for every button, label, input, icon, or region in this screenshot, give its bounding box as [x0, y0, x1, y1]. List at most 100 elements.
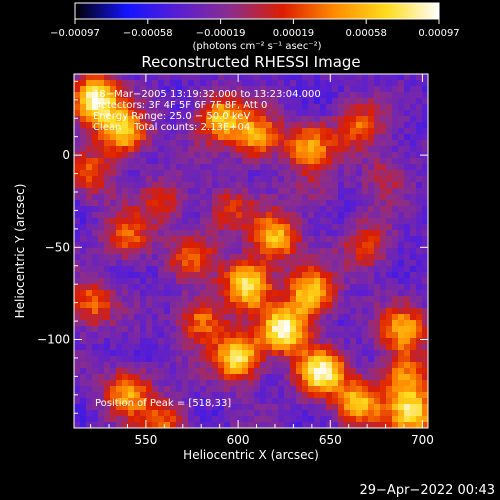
heatmap-cell	[410, 356, 417, 363]
heatmap-cell	[356, 194, 363, 201]
heatmap-cell	[194, 422, 201, 428]
heatmap-cell	[176, 242, 183, 249]
heatmap-cell	[338, 236, 345, 243]
heatmap-cell	[290, 410, 297, 417]
heatmap-cell	[92, 158, 99, 165]
heatmap-cell	[158, 386, 165, 393]
heatmap-cell	[242, 416, 249, 423]
heatmap-cell	[308, 140, 315, 147]
heatmap-cell	[386, 302, 393, 309]
heatmap-cell	[152, 248, 159, 255]
heatmap-cell	[200, 290, 207, 297]
heatmap-cell	[332, 296, 339, 303]
heatmap-cell	[164, 140, 171, 147]
heatmap-cell	[182, 332, 189, 339]
heatmap-cell	[284, 350, 291, 357]
heatmap-cell	[398, 158, 405, 165]
heatmap-cell	[416, 344, 423, 351]
heatmap-cell	[176, 392, 183, 399]
heatmap-cell	[296, 188, 303, 195]
heatmap-cell	[176, 236, 183, 243]
heatmap-cell	[74, 398, 81, 405]
heatmap-cell	[296, 410, 303, 417]
heatmap-cell	[338, 356, 345, 363]
heatmap-cell	[116, 314, 123, 321]
heatmap-cell	[422, 308, 428, 315]
heatmap-cell	[146, 302, 153, 309]
heatmap-cell	[104, 416, 111, 423]
heatmap-cell	[98, 380, 105, 387]
heatmap-cell	[362, 338, 369, 345]
heatmap-cell	[230, 122, 237, 129]
heatmap-cell	[296, 344, 303, 351]
heatmap-cell	[404, 308, 411, 315]
heatmap-cell	[218, 416, 225, 423]
heatmap-cell	[128, 164, 135, 171]
heatmap-cell	[158, 410, 165, 417]
heatmap-cell	[194, 98, 201, 105]
heatmap-cell	[260, 422, 267, 428]
heatmap-cell	[332, 116, 339, 123]
heatmap-cell	[266, 332, 273, 339]
heatmap-cell	[350, 92, 357, 99]
heatmap-cell	[308, 326, 315, 333]
heatmap-cell	[254, 338, 261, 345]
heatmap-cell	[170, 170, 177, 177]
heatmap-cell	[410, 74, 417, 81]
heatmap-cell	[326, 272, 333, 279]
heatmap-cell	[266, 140, 273, 147]
heatmap-cell	[92, 110, 99, 117]
heatmap-cell	[200, 272, 207, 279]
heatmap-cell	[104, 236, 111, 243]
heatmap-cell	[272, 92, 279, 99]
heatmap-cell	[254, 386, 261, 393]
heatmap-cell	[128, 350, 135, 357]
heatmap-cell	[158, 326, 165, 333]
heatmap-cell	[314, 218, 321, 225]
heatmap-cell	[314, 302, 321, 309]
heatmap-cell	[344, 254, 351, 261]
heatmap-cell	[164, 410, 171, 417]
heatmap-cell	[236, 122, 243, 129]
heatmap-cell	[386, 362, 393, 369]
heatmap-cell	[374, 212, 381, 219]
heatmap-cell	[92, 296, 99, 303]
heatmap-cell	[326, 416, 333, 423]
heatmap-cell	[410, 368, 417, 375]
heatmap-cell	[104, 350, 111, 357]
heatmap-cell	[266, 272, 273, 279]
heatmap-cell	[170, 368, 177, 375]
heatmap-cell	[158, 290, 165, 297]
heatmap-cell	[200, 248, 207, 255]
heatmap-cell	[188, 236, 195, 243]
heatmap-cell	[392, 218, 399, 225]
heatmap-cell	[392, 212, 399, 219]
heatmap-cell	[332, 212, 339, 219]
heatmap-cell	[170, 332, 177, 339]
heatmap-cell	[350, 422, 357, 428]
heatmap-cell	[86, 398, 93, 405]
heatmap-cell	[116, 134, 123, 141]
heatmap-cell	[308, 380, 315, 387]
heatmap-cell	[200, 260, 207, 267]
heatmap-cell	[410, 146, 417, 153]
heatmap-cell	[332, 368, 339, 375]
heatmap-cell	[152, 86, 159, 93]
heatmap-cell	[194, 230, 201, 237]
heatmap-cell	[374, 332, 381, 339]
heatmap-cell	[398, 248, 405, 255]
heatmap-cell	[140, 356, 147, 363]
heatmap-cell	[320, 212, 327, 219]
heatmap-cell	[110, 374, 117, 381]
heatmap-cell	[386, 86, 393, 93]
heatmap-cell	[110, 98, 117, 105]
heatmap-cell	[254, 350, 261, 357]
heatmap-cell	[200, 278, 207, 285]
heatmap-cell	[80, 152, 87, 159]
heatmap-cell	[218, 392, 225, 399]
heatmap-cell	[302, 260, 309, 267]
heatmap-cell	[374, 254, 381, 261]
heatmap-cell	[326, 248, 333, 255]
heatmap-cell	[302, 80, 309, 87]
heatmap-cell	[356, 308, 363, 315]
